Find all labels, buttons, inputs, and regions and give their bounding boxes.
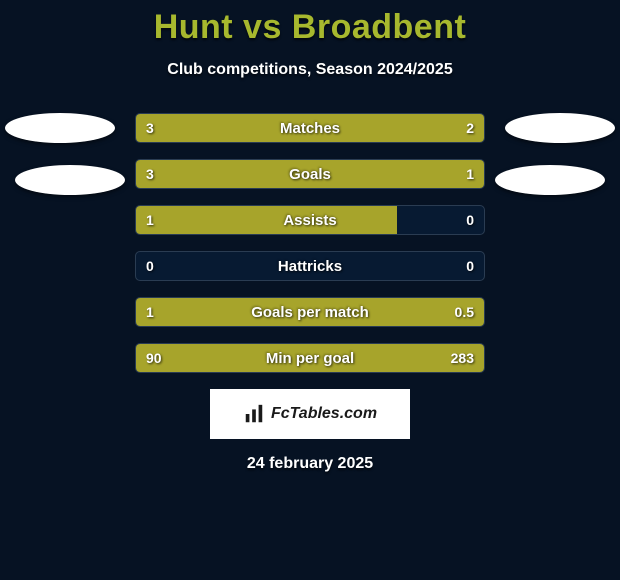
footer-date: 24 february 2025 — [0, 455, 620, 473]
stat-value-right: 0 — [466, 206, 474, 234]
stat-label: Matches — [136, 114, 484, 142]
comparison-bars: 3 Matches 2 3 Goals 1 1 Assists 0 0 Hatt… — [135, 113, 485, 373]
stat-value-right: 0.5 — [455, 298, 474, 326]
stat-label: Assists — [136, 206, 484, 234]
stats-area: 3 Matches 2 3 Goals 1 1 Assists 0 0 Hatt… — [0, 113, 620, 473]
stat-row-matches: 3 Matches 2 — [135, 113, 485, 143]
stat-row-hattricks: 0 Hattricks 0 — [135, 251, 485, 281]
stat-row-min-per-goal: 90 Min per goal 283 — [135, 343, 485, 373]
stat-row-assists: 1 Assists 0 — [135, 205, 485, 235]
attribution-badge: FcTables.com — [210, 389, 410, 439]
placeholder-oval — [15, 165, 125, 195]
stat-row-goals-per-match: 1 Goals per match 0.5 — [135, 297, 485, 327]
page-subtitle: Club competitions, Season 2024/2025 — [0, 61, 620, 79]
stat-value-right: 1 — [466, 160, 474, 188]
stat-value-right: 0 — [466, 252, 474, 280]
stat-label: Hattricks — [136, 252, 484, 280]
attribution-text: FcTables.com — [271, 405, 377, 423]
stat-label: Goals per match — [136, 298, 484, 326]
bar-chart-icon — [243, 403, 265, 425]
stat-label: Goals — [136, 160, 484, 188]
placeholder-oval — [505, 113, 615, 143]
stat-value-right: 283 — [451, 344, 474, 372]
stat-row-goals: 3 Goals 1 — [135, 159, 485, 189]
page-title: Hunt vs Broadbent — [0, 0, 620, 47]
stat-value-right: 2 — [466, 114, 474, 142]
placeholder-oval — [5, 113, 115, 143]
stat-label: Min per goal — [136, 344, 484, 372]
placeholder-oval — [495, 165, 605, 195]
